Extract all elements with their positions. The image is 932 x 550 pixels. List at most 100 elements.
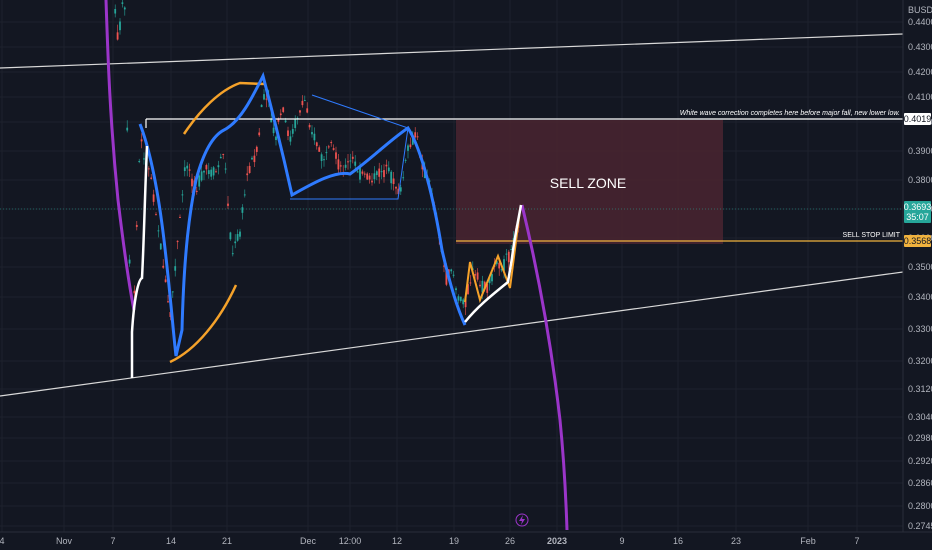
white-wave-right[interactable]: [464, 204, 523, 323]
sell-stop-price-text: 0.3568: [904, 236, 932, 246]
candle-body: [164, 279, 167, 283]
candle-body: [289, 136, 292, 142]
candle-body: [260, 104, 263, 108]
candle-body: [308, 124, 311, 128]
candle-body: [399, 187, 402, 192]
candle-body: [354, 161, 357, 166]
candle-body: [313, 133, 316, 141]
upper-trendline[interactable]: [0, 33, 904, 69]
time-tick-label: Dec: [300, 536, 317, 546]
candle-body: [344, 164, 347, 168]
candle-body: [179, 216, 181, 218]
candle-body: [481, 280, 484, 293]
candle-body: [183, 167, 186, 172]
candle-body: [210, 169, 213, 177]
candle-body: [275, 136, 277, 141]
lightning-icon[interactable]: [515, 513, 529, 527]
candle-body: [229, 232, 232, 240]
candle-body: [483, 281, 486, 290]
blue-wave[interactable]: [138, 71, 467, 357]
candle-body: [224, 168, 227, 170]
candle-body: [402, 177, 405, 179]
candle-body: [140, 139, 143, 142]
candle-body: [332, 148, 335, 150]
candle-body: [116, 32, 119, 40]
candle-body: [361, 171, 364, 174]
candle-body: [390, 171, 393, 184]
candle-body: [395, 186, 397, 189]
candle-body: [133, 290, 136, 294]
candle-body: [320, 154, 323, 161]
time-axis[interactable]: 4 Nov 7 14 21 Dec 12:00 12 19 26 2023 9 16 23 Feb 7: [0, 536, 860, 546]
candle-body: [315, 142, 318, 147]
candle-body: [359, 166, 361, 180]
grid: [0, 0, 903, 532]
time-tick-label: 26: [505, 536, 515, 546]
candle-body: [327, 146, 330, 148]
candle-body: [392, 178, 395, 185]
candle-body: [397, 188, 400, 195]
candle-body: [181, 194, 184, 196]
white-wave-left[interactable]: [130, 145, 149, 378]
candle-body: [188, 169, 191, 171]
candle-body: [239, 231, 241, 237]
candle-body: [205, 165, 208, 170]
orange-wave-upper[interactable]: [182, 81, 265, 135]
level-price-tag-text: 0.4019: [904, 114, 932, 124]
candle-body: [347, 161, 349, 163]
candle-body: [150, 177, 153, 179]
candle-body: [488, 277, 491, 284]
purple-projection-curve[interactable]: [520, 204, 569, 531]
candle-body: [258, 132, 261, 136]
candle-body: [380, 171, 383, 173]
candle-body: [176, 240, 179, 243]
candle-body: [284, 120, 287, 123]
lower-trendline[interactable]: [0, 271, 904, 397]
candle-body: [263, 94, 265, 100]
candle-body: [121, 2, 124, 4]
candle-body: [123, 7, 126, 10]
sell-stop-price-tag: [904, 235, 931, 247]
candle-body: [198, 175, 201, 187]
candle-body: [272, 127, 275, 134]
candle-body: [371, 180, 373, 183]
candle-body: [114, 8, 117, 14]
time-tick-label: 9: [619, 536, 624, 546]
time-tick-label: 7: [110, 536, 115, 546]
candle-body: [368, 175, 371, 180]
blue-triangle-pattern[interactable]: [290, 94, 409, 200]
candle-body: [311, 132, 313, 135]
candle-body: [200, 171, 203, 181]
candle-body: [375, 171, 378, 176]
candle-body: [253, 155, 256, 163]
sell-stop-limit-label: SELL STOP LIMIT: [843, 232, 901, 239]
candle-body: [409, 144, 412, 148]
purple-curve-left[interactable]: [104, 0, 136, 311]
candle-body: [462, 299, 465, 305]
quote-currency-label: BUSD: [908, 5, 932, 15]
candle-body: [325, 152, 328, 154]
candle-body: [330, 142, 333, 144]
current-price-text: 0.3693: [904, 202, 932, 212]
sell-zone-box[interactable]: [456, 120, 723, 244]
candle-body: [498, 262, 501, 269]
orange-wave-lower[interactable]: [169, 284, 238, 364]
candle-body: [282, 107, 285, 112]
candle-body: [474, 274, 477, 276]
time-tick-label: Nov: [56, 536, 73, 546]
candle-body: [349, 160, 352, 162]
candle-body: [383, 170, 385, 178]
candle-body: [486, 284, 489, 293]
candle-body: [495, 261, 498, 265]
candle-body: [215, 171, 217, 173]
candle-body: [335, 152, 337, 159]
orange-zigzag[interactable]: [464, 209, 521, 304]
candle-body: [452, 274, 455, 276]
candle-body: [503, 259, 505, 271]
